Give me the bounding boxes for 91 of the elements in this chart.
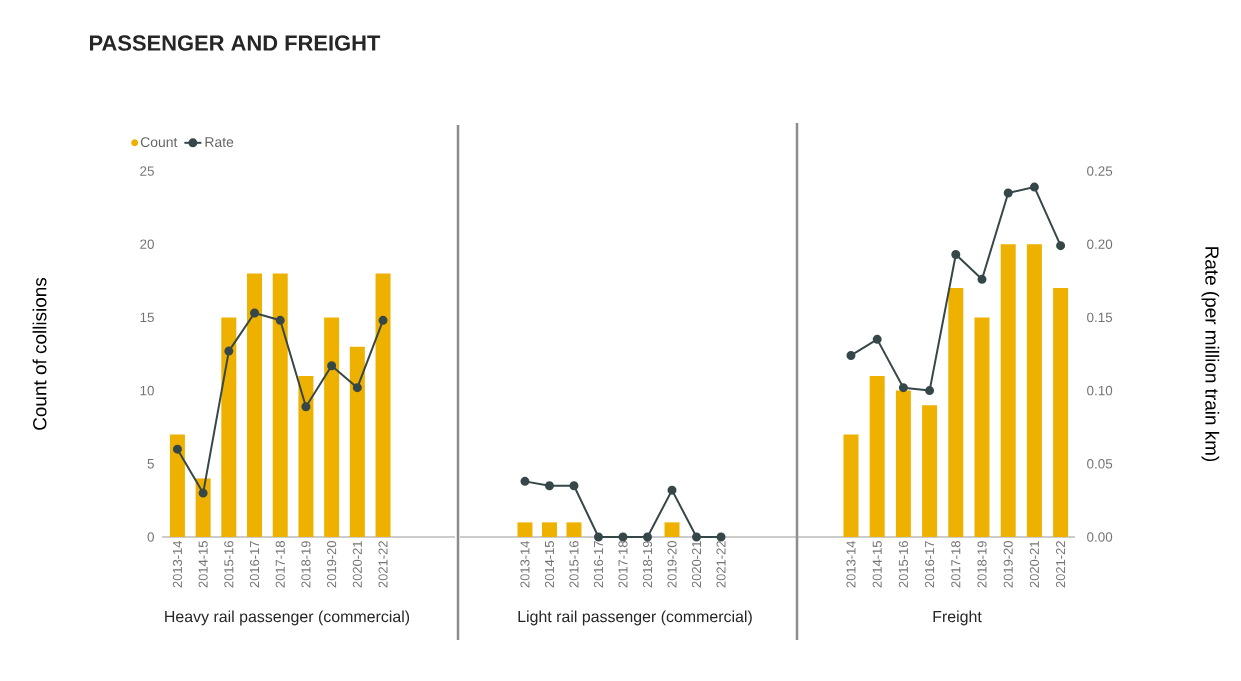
x-tick-label: 2016-17 [593, 541, 604, 588]
x-tick-label: 2013-14 [172, 540, 183, 588]
y2-axis-title: Rate (per million train km) [1201, 247, 1220, 462]
bar [895, 390, 911, 537]
x-tick-label: 2019-20 [327, 541, 337, 588]
point [898, 383, 908, 393]
chart-title: PASSENGER AND FREIGHT [89, 35, 381, 51]
point [327, 361, 337, 371]
x-tick-label: 2020-21 [1029, 541, 1039, 588]
point [951, 249, 961, 259]
x-tick-label: 2018-19 [977, 541, 987, 588]
x-tick-label: 2019-20 [1003, 541, 1013, 588]
x-tick-label: 2018-19 [642, 541, 653, 588]
point [301, 402, 311, 412]
x-tick-label: 2021-22 [378, 541, 388, 588]
x-tick-label: 2013-14 [846, 540, 856, 588]
point [667, 485, 677, 495]
point [352, 383, 362, 393]
x-tick-label: 2021-22 [1056, 541, 1066, 588]
point [872, 334, 882, 344]
point [977, 274, 987, 284]
x-tick-label: 2014-15 [544, 541, 555, 588]
x-tick-label: 2018-19 [301, 541, 311, 588]
y-tick-label: 25 [140, 166, 154, 176]
bar [221, 317, 237, 537]
bar [1026, 244, 1042, 537]
x-tick-label: 2020-21 [691, 541, 702, 588]
bar [324, 317, 340, 537]
point [172, 444, 182, 454]
point [925, 386, 935, 396]
y-tick-label: 15 [140, 312, 154, 323]
y2-tick-label: 0.25 [1087, 166, 1113, 176]
point [846, 350, 856, 360]
x-tick-label: 2017-18 [618, 541, 628, 588]
x-axis-title: Heavy rail passenger (commercial) [165, 610, 410, 626]
bar [375, 273, 391, 537]
x-axis-title: Freight [933, 610, 982, 626]
point [716, 532, 726, 542]
y2-tick-label: 0.20 [1087, 239, 1113, 249]
bar [974, 317, 990, 537]
x-tick-label: 2014-15 [198, 541, 208, 588]
y2-tick-label: 0.05 [1087, 459, 1113, 469]
x-tick-label: 2016-17 [925, 541, 935, 588]
x-tick-label: 2016-17 [249, 541, 260, 588]
point [1056, 241, 1066, 251]
x-tick-label: 2017-18 [275, 541, 285, 588]
bar [169, 434, 185, 537]
point [593, 532, 603, 542]
point [569, 481, 579, 491]
point [224, 346, 234, 356]
point [618, 532, 628, 542]
legend-label: Rate [205, 137, 234, 148]
y-tick-label: 0 [147, 532, 154, 542]
bar [247, 273, 263, 537]
point [250, 308, 260, 318]
y-tick-label: 5 [147, 459, 154, 469]
x-tick-label: 2020-21 [352, 541, 362, 588]
bar [298, 375, 314, 537]
point [520, 476, 530, 486]
point [1029, 182, 1039, 192]
legend-label: Count [140, 137, 178, 148]
x-tick-label: 2013-14 [520, 540, 530, 588]
point [275, 315, 285, 325]
bar [922, 405, 938, 537]
x-tick-label: 2019-20 [667, 541, 677, 588]
y-axis-title: Count of collisions [32, 277, 47, 430]
point [198, 488, 208, 498]
y2-tick-label: 0.00 [1087, 532, 1113, 542]
bar [272, 273, 288, 537]
x-tick-label: 2015-16 [898, 541, 908, 588]
x-tick-label: 2015-16 [569, 541, 579, 588]
y-tick-label: 20 [140, 239, 154, 249]
bar [869, 375, 885, 537]
bar [349, 346, 365, 537]
y2-tick-label: 0.15 [1087, 312, 1113, 323]
bar [948, 288, 964, 537]
x-tick-label: 2021-22 [716, 541, 726, 588]
y2-tick-label: 0.10 [1087, 385, 1113, 396]
point [692, 532, 702, 542]
point [378, 315, 388, 325]
point [1003, 188, 1013, 198]
y-tick-label: 10 [140, 385, 154, 396]
x-tick-label: 2017-18 [951, 541, 961, 588]
point [544, 481, 554, 491]
x-axis-title: Light rail passenger (commercial) [518, 610, 752, 626]
bar [843, 434, 859, 537]
x-tick-label: 2014-15 [872, 541, 882, 588]
bar [1053, 288, 1069, 537]
x-tick-label: 2015-16 [224, 541, 234, 588]
bar [1000, 244, 1016, 537]
point [643, 532, 652, 542]
